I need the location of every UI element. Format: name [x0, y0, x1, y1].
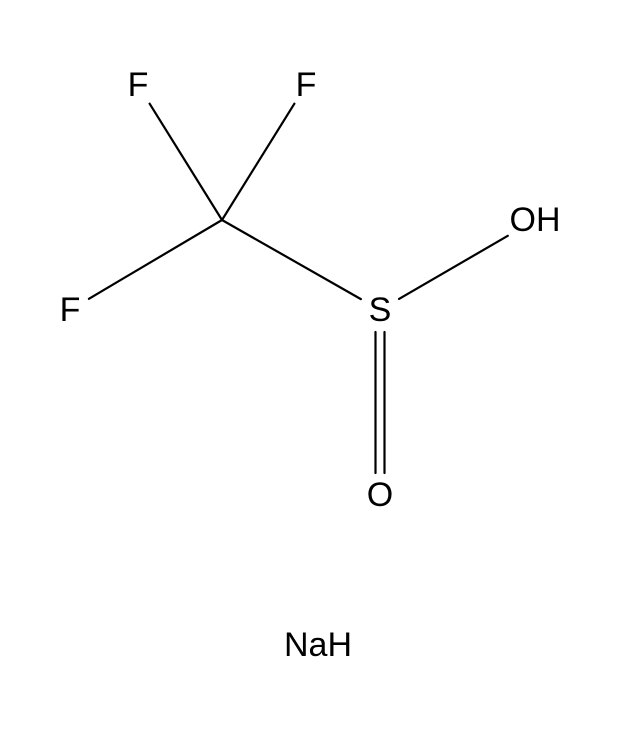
atom-label-s: S: [369, 291, 392, 329]
bond-line: [399, 236, 508, 299]
bond-line: [89, 220, 222, 299]
atom-label-oh: OH: [510, 201, 561, 239]
bond-line: [222, 220, 361, 299]
bond-line: [222, 104, 294, 220]
atom-label-f1: F: [128, 66, 149, 104]
bond-line: [150, 104, 222, 220]
molecule-canvas: F F F S OH O NaH: [0, 0, 626, 729]
atom-label-o: O: [367, 476, 393, 514]
atom-label-f3: F: [60, 291, 81, 329]
atom-label-nah: NaH: [284, 626, 352, 664]
atom-label-f2: F: [296, 66, 317, 104]
